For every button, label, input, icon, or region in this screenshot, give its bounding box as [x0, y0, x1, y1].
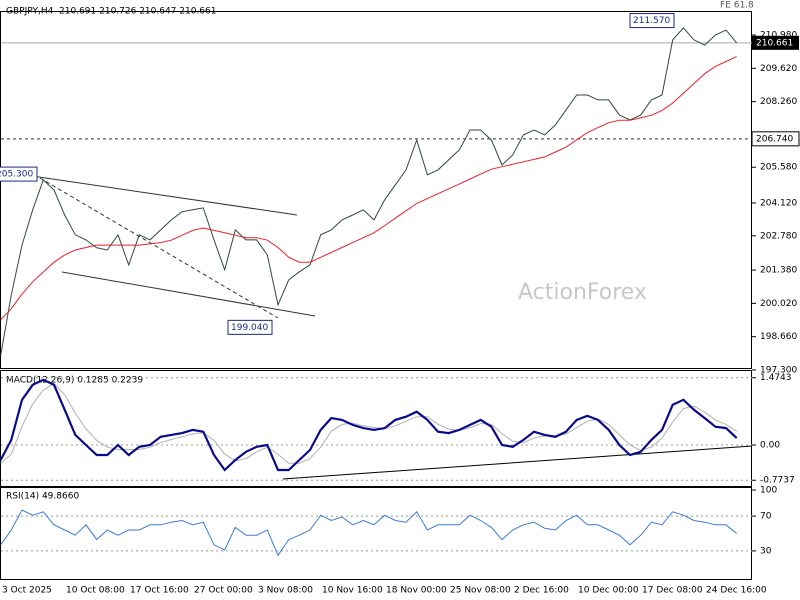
x-tick-label: 17 Oct 16:00 [130, 586, 189, 596]
y-tick-label: 201.380 [760, 266, 797, 276]
channel-lower [61, 271, 316, 317]
y-tick-label: 202.780 [760, 231, 797, 241]
x-tick-label: 3 Oct 2025 [2, 586, 52, 596]
series-line [0, 27, 738, 356]
channel-upper [4, 171, 298, 216]
last-price-label: 210.661 [756, 38, 793, 48]
level-box [751, 131, 800, 147]
price-annotation: 211.570 [633, 16, 670, 26]
x-tick-label: 24 Dec 16:00 [706, 586, 767, 596]
x-tick-label: 2 Dec 16:00 [514, 586, 569, 596]
rsi-frame [0, 487, 752, 580]
y-tick-label: 197.300 [760, 365, 797, 375]
y-tick-label: 200.020 [760, 299, 797, 309]
y-tick-label: 198.660 [760, 332, 797, 342]
y-tick-label: 208.260 [760, 97, 797, 107]
channel-mid [39, 177, 279, 319]
y-tick-label: 210.980 [760, 31, 797, 41]
series-line [0, 378, 738, 472]
chart-title: GBPJPY,H4 210.691 210.726 210.647 210.66… [6, 7, 217, 17]
y-tick-label: 0.00 [760, 440, 780, 450]
price-annotation: 199.040 [231, 323, 268, 333]
main-frame [0, 11, 752, 369]
y-tick-label: 209.620 [760, 64, 797, 74]
x-tick-label: 27 Oct 00:00 [194, 586, 253, 596]
x-tick-label: 17 Dec 08:00 [642, 586, 703, 596]
y-tick-label: 204.120 [760, 198, 797, 208]
y-tick-label: -0.7737 [760, 476, 795, 486]
y-tick-label: 70 [760, 512, 772, 522]
watermark: ActionForex [518, 280, 647, 305]
y-tick-label: 1.4743 [760, 373, 792, 383]
macd-title: MACD(12,26,9) 0.1285 0.2239 [6, 376, 143, 386]
last-price-box [752, 35, 799, 50]
rsi-title: RSI(14) 49.8660 [6, 492, 79, 502]
x-tick-label: 18 Nov 00:00 [386, 586, 447, 596]
price-annotation-box [227, 319, 273, 335]
series-line [0, 56, 737, 321]
y-tick-label: 30 [760, 546, 772, 556]
x-tick-label: 10 Dec 00:00 [578, 586, 639, 596]
x-tick-label: 10 Oct 08:00 [66, 586, 125, 596]
fe-label: FE 61.8 [720, 1, 754, 11]
x-tick-label: 10 Nov 16:00 [322, 586, 383, 596]
y-tick-label: 205.580 [760, 163, 797, 173]
x-tick-label: 25 Nov 08:00 [450, 586, 511, 596]
macd-trendline [282, 445, 753, 480]
price-annotation-box [629, 13, 675, 29]
price-annotation: 205.300 [0, 170, 33, 180]
y-tick-label: 100 [760, 486, 777, 496]
level-label: 206.740 [756, 134, 793, 144]
price-annotation-box [0, 166, 38, 182]
series-line [0, 509, 738, 557]
macd-frame [0, 370, 752, 487]
x-tick-label: 3 Nov 08:00 [258, 586, 313, 596]
